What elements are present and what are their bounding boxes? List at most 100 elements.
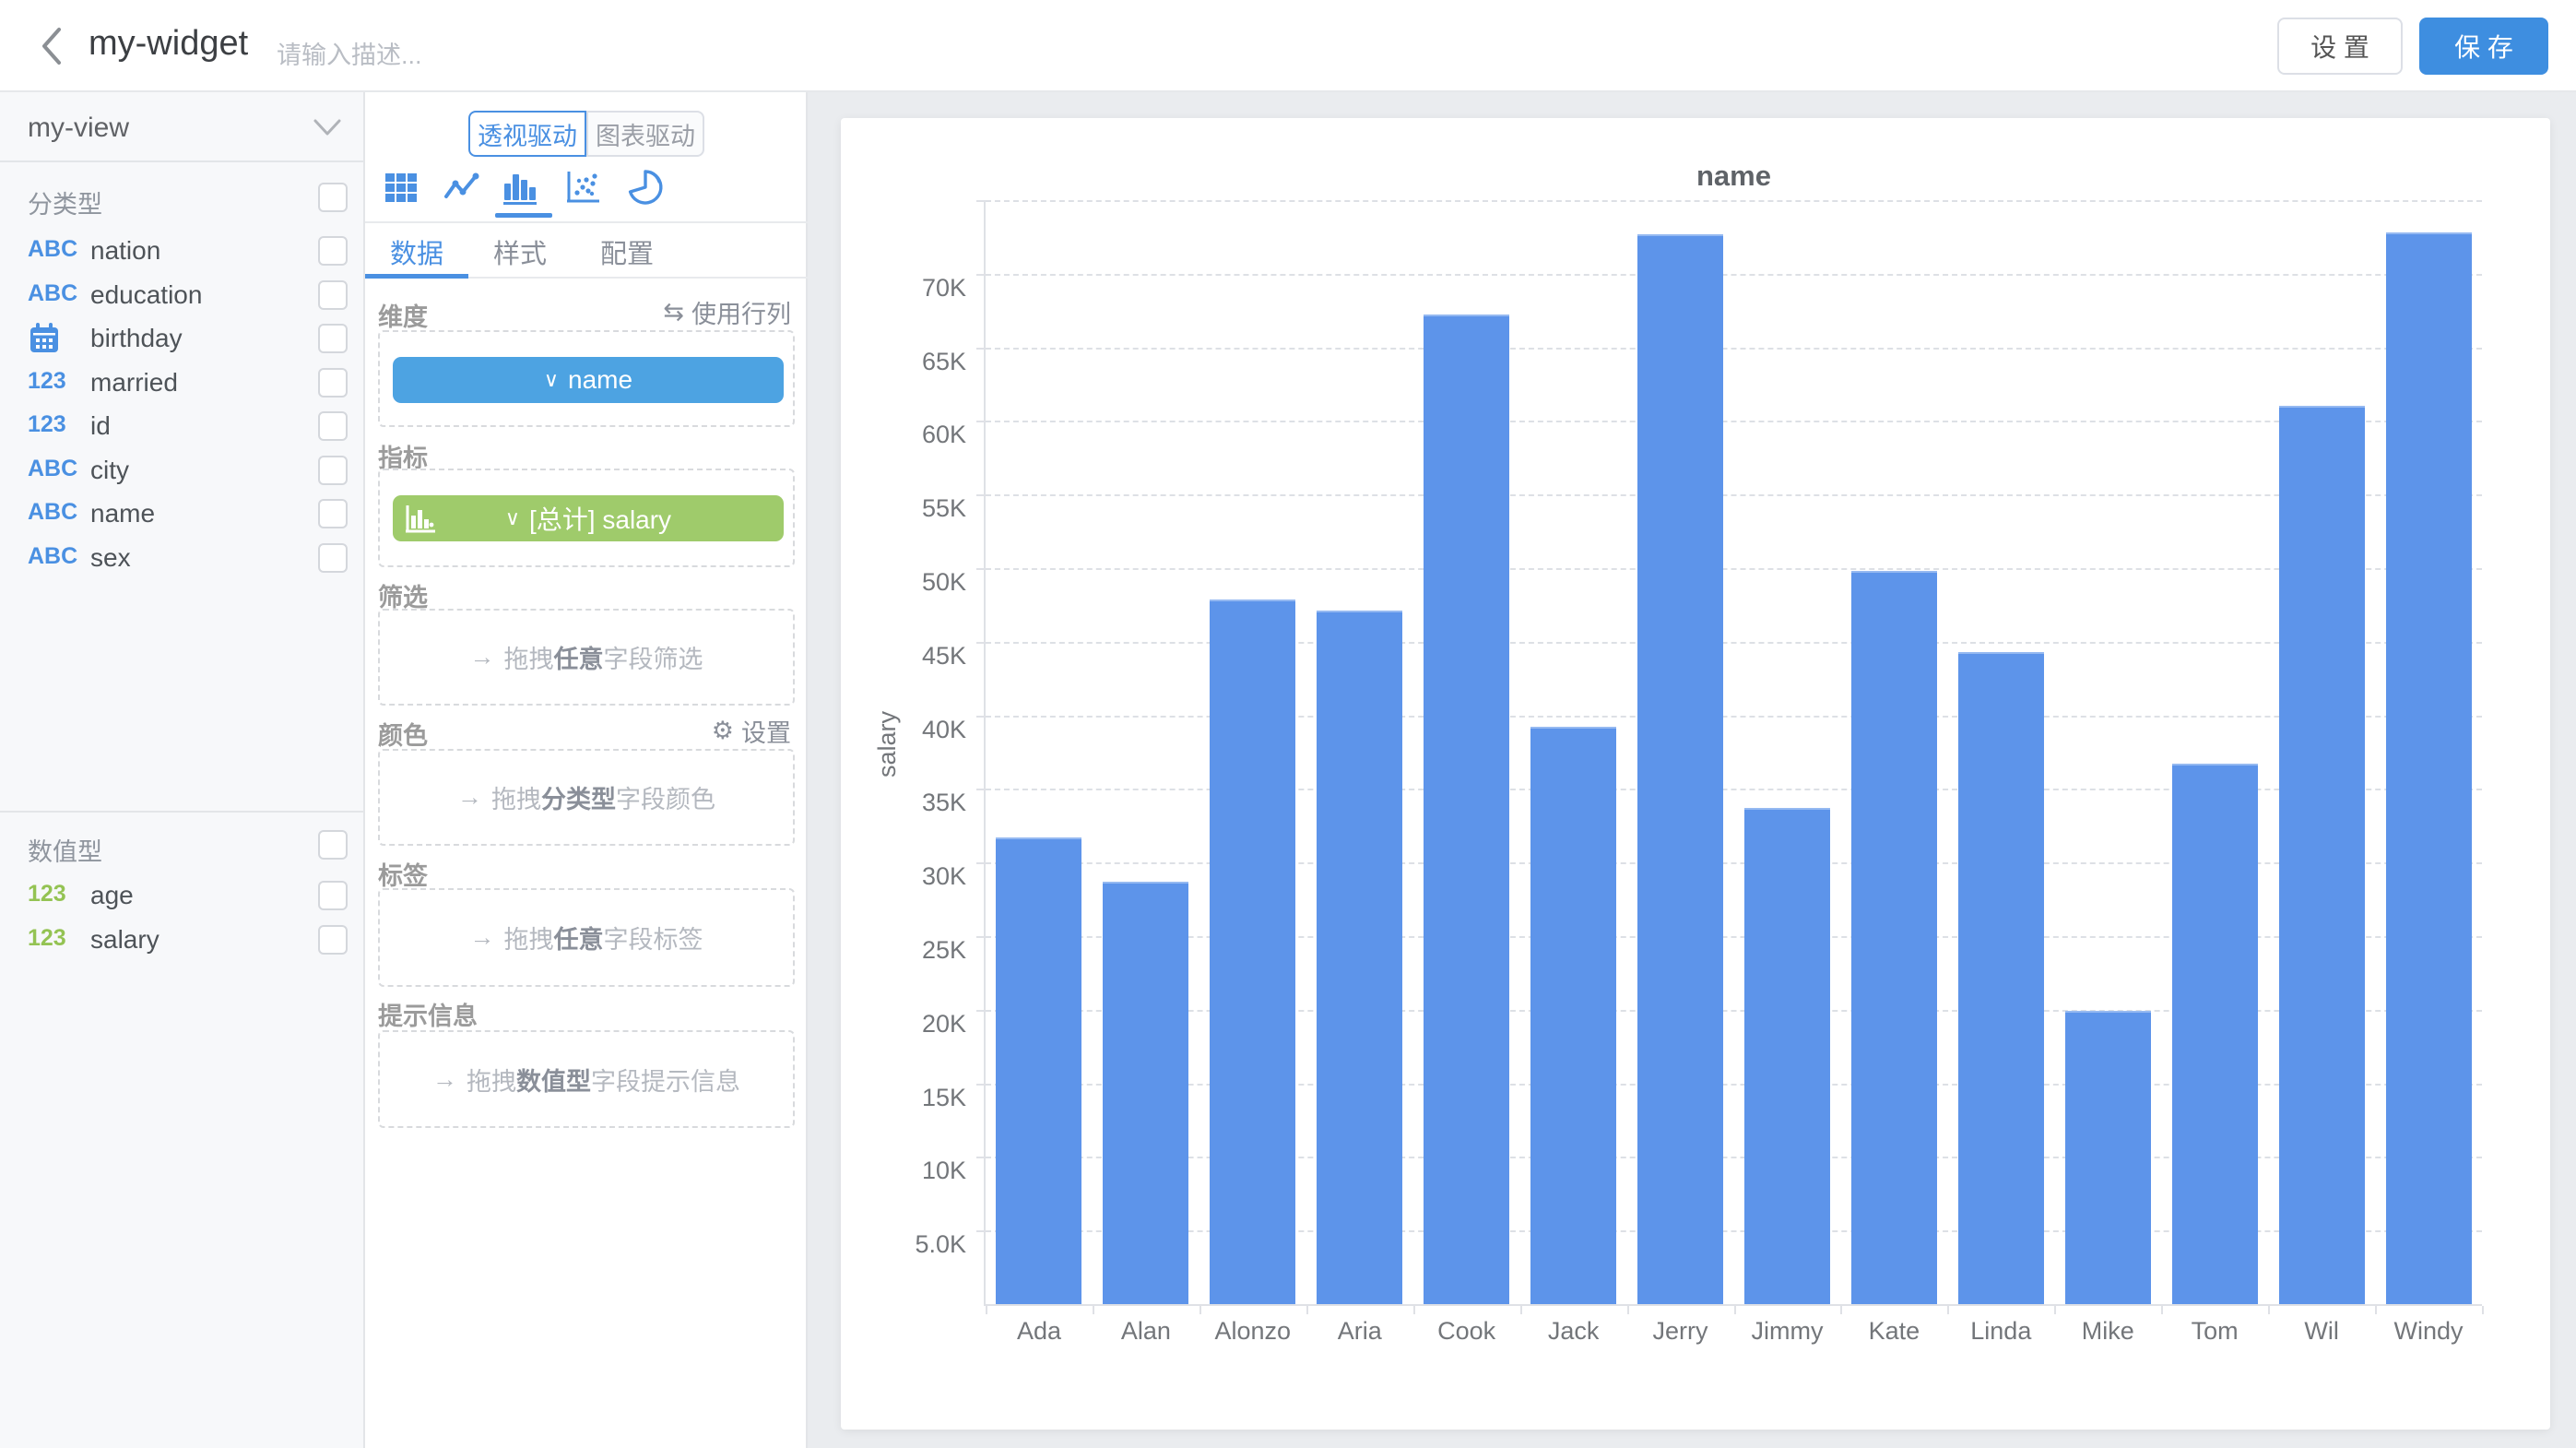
x-tick: [1519, 1306, 1522, 1314]
y-tick: [976, 1009, 986, 1012]
section-checkbox[interactable]: [318, 830, 348, 860]
bar-Jimmy[interactable]: [1743, 808, 1830, 1304]
y-tick-label: 5.0K: [915, 1230, 966, 1259]
number-field-icon: 123: [28, 881, 66, 907]
tab-style[interactable]: 样式: [492, 240, 547, 269]
y-tick-label: 40K: [921, 715, 966, 743]
back-button[interactable]: [35, 24, 72, 68]
bar-Ada[interactable]: [996, 837, 1082, 1304]
field-item-married[interactable]: 123 married: [0, 361, 365, 405]
field-item-birthday[interactable]: birthday: [0, 316, 365, 361]
x-axis-line: [986, 1304, 2482, 1306]
field-checkbox[interactable]: [318, 924, 348, 955]
number-field-icon: 123: [28, 411, 66, 437]
y-tick-label: 35K: [921, 789, 966, 817]
label-dropzone[interactable]: → 拖拽 任意 字段标签: [378, 888, 795, 987]
bar-Mike[interactable]: [2064, 1011, 2151, 1304]
field-item-id[interactable]: 123 id: [0, 404, 365, 448]
gridline: [986, 200, 2482, 202]
field-checkbox[interactable]: [318, 542, 348, 573]
field-item-name[interactable]: ABC name: [0, 492, 365, 536]
y-tick: [976, 421, 986, 423]
field-checkbox[interactable]: [318, 881, 348, 910]
field-checkbox[interactable]: [318, 367, 348, 398]
bar-Linda[interactable]: [1957, 651, 2044, 1304]
field-item-sex[interactable]: ABC sex: [0, 536, 365, 580]
text-field-icon: ABC: [28, 499, 78, 525]
filter-label: 筛选: [378, 584, 428, 611]
field-item-nation[interactable]: ABC nation: [0, 229, 365, 273]
x-tick-label-Alan: Alan: [1120, 1317, 1171, 1345]
field-item-salary[interactable]: 123 salary: [0, 918, 365, 962]
y-tick-label: 15K: [921, 1083, 966, 1111]
measure-chip-salary[interactable]: ∨ [总计] salary: [393, 495, 784, 541]
y-tick-label: 45K: [921, 641, 966, 670]
description-input[interactable]: 请输入描述...: [277, 42, 422, 69]
field-item-city[interactable]: ABC city: [0, 448, 365, 493]
section-checkbox[interactable]: [318, 183, 348, 212]
tab-config[interactable]: 配置: [599, 240, 654, 269]
chart-title: name: [1696, 160, 1771, 192]
bar-Aria[interactable]: [1317, 611, 1403, 1304]
dataset-select[interactable]: my-view: [0, 92, 363, 162]
color-dropzone[interactable]: → 拖拽 分类型 字段颜色: [378, 749, 795, 846]
bar-Kate[interactable]: [1850, 571, 1937, 1304]
top-bar: my-widget 请输入描述... 设 置 保 存: [0, 0, 2576, 92]
gear-icon: ⚙: [711, 716, 734, 744]
y-tick-label: 70K: [921, 273, 966, 302]
bar-Tom[interactable]: [2171, 764, 2258, 1304]
bar-Wil[interactable]: [2278, 406, 2365, 1304]
chart-canvas: name salary 5.0K 10K 15K 20K 25K 30K 35K 40K 45K…: [841, 118, 2550, 1430]
arrow-right-icon: →: [469, 643, 495, 671]
filter-hint: → 拖拽 任意 字段筛选: [469, 643, 703, 673]
field-item-education[interactable]: ABC education: [0, 273, 365, 317]
use-rows-cols-action[interactable]: ⇆ 使用行列: [663, 297, 791, 328]
field-checkbox[interactable]: [318, 455, 348, 485]
save-button[interactable]: 保 存: [2419, 18, 2548, 75]
dimension-chip-name[interactable]: ∨ name: [393, 357, 784, 403]
tooltip-dropzone[interactable]: → 拖拽 数值型 字段提示信息: [378, 1030, 795, 1128]
field-checkbox[interactable]: [318, 236, 348, 266]
swap-icon: ⇆: [663, 297, 684, 326]
field-name: city: [90, 455, 129, 484]
bar-Jerry[interactable]: [1637, 233, 1724, 1304]
gridline: [986, 568, 2482, 570]
selected-chart-type-underline: [495, 213, 552, 218]
chart-type-pie-icon[interactable]: [627, 169, 664, 206]
field-name: education: [90, 279, 203, 309]
y-tick-label: 65K: [921, 347, 966, 375]
y-axis-line: [984, 200, 986, 1306]
field-item-age[interactable]: 123 age: [0, 873, 365, 918]
gridline: [986, 347, 2482, 350]
mode-tab-chart[interactable]: 图表驱动: [586, 111, 704, 157]
bar-Alan[interactable]: [1103, 881, 1189, 1304]
chart-type-line-icon[interactable]: [443, 169, 479, 206]
number-field-icon: 123: [28, 367, 66, 394]
chart-type-table-icon[interactable]: [383, 169, 419, 206]
field-checkbox[interactable]: [318, 411, 348, 441]
gridline: [986, 789, 2482, 791]
x-tick: [2482, 1306, 2484, 1314]
field-checkbox[interactable]: [318, 499, 348, 528]
field-name: age: [90, 881, 134, 909]
filter-dropzone[interactable]: → 拖拽 任意 字段筛选: [378, 609, 795, 706]
bar-Cook[interactable]: [1424, 315, 1510, 1304]
dimension-dropzone[interactable]: ∨ name: [378, 330, 795, 427]
bar-Windy[interactable]: [2385, 232, 2472, 1304]
settings-button[interactable]: 设 置: [2277, 18, 2403, 75]
y-tick: [976, 1083, 986, 1086]
color-settings-action[interactable]: ⚙ 设置: [711, 716, 791, 747]
tab-data[interactable]: 数据: [389, 240, 443, 269]
bar-Alonzo[interactable]: [1210, 599, 1296, 1304]
tooltip-label: 提示信息: [378, 1003, 478, 1030]
field-checkbox[interactable]: [318, 324, 348, 353]
color-label: 颜色: [378, 722, 428, 750]
field-checkbox[interactable]: [318, 279, 348, 310]
chart-type-bar-icon[interactable]: [502, 169, 538, 206]
mode-tab-pivot[interactable]: 透视驱动: [468, 111, 586, 157]
x-tick-label-Tom: Tom: [2191, 1317, 2239, 1345]
measure-dropzone[interactable]: ∨ [总计] salary: [378, 469, 795, 567]
bar-Jack[interactable]: [1530, 727, 1617, 1304]
chart-type-scatter-icon[interactable]: [564, 169, 601, 206]
